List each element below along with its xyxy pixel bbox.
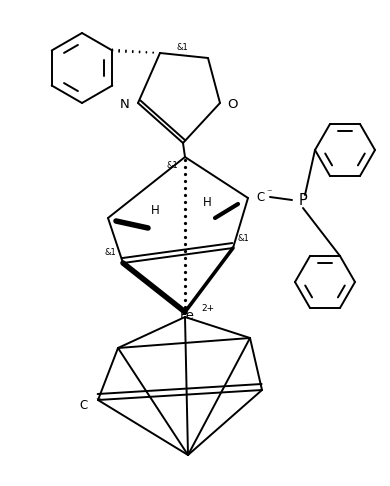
Text: Fe: Fe xyxy=(179,309,195,322)
Text: H: H xyxy=(203,195,211,208)
Text: O: O xyxy=(228,98,238,110)
Text: ⁻: ⁻ xyxy=(95,396,101,406)
Text: C: C xyxy=(256,191,264,204)
Text: C: C xyxy=(80,399,88,412)
Text: &1: &1 xyxy=(176,42,188,52)
Text: &1: &1 xyxy=(237,233,249,243)
Text: P: P xyxy=(299,192,307,208)
Text: H: H xyxy=(151,204,160,216)
Text: &1: &1 xyxy=(166,160,178,170)
Text: &1: &1 xyxy=(104,247,116,257)
Text: ⁻: ⁻ xyxy=(266,188,271,198)
Text: 2+: 2+ xyxy=(201,303,214,312)
Text: N: N xyxy=(120,98,130,110)
